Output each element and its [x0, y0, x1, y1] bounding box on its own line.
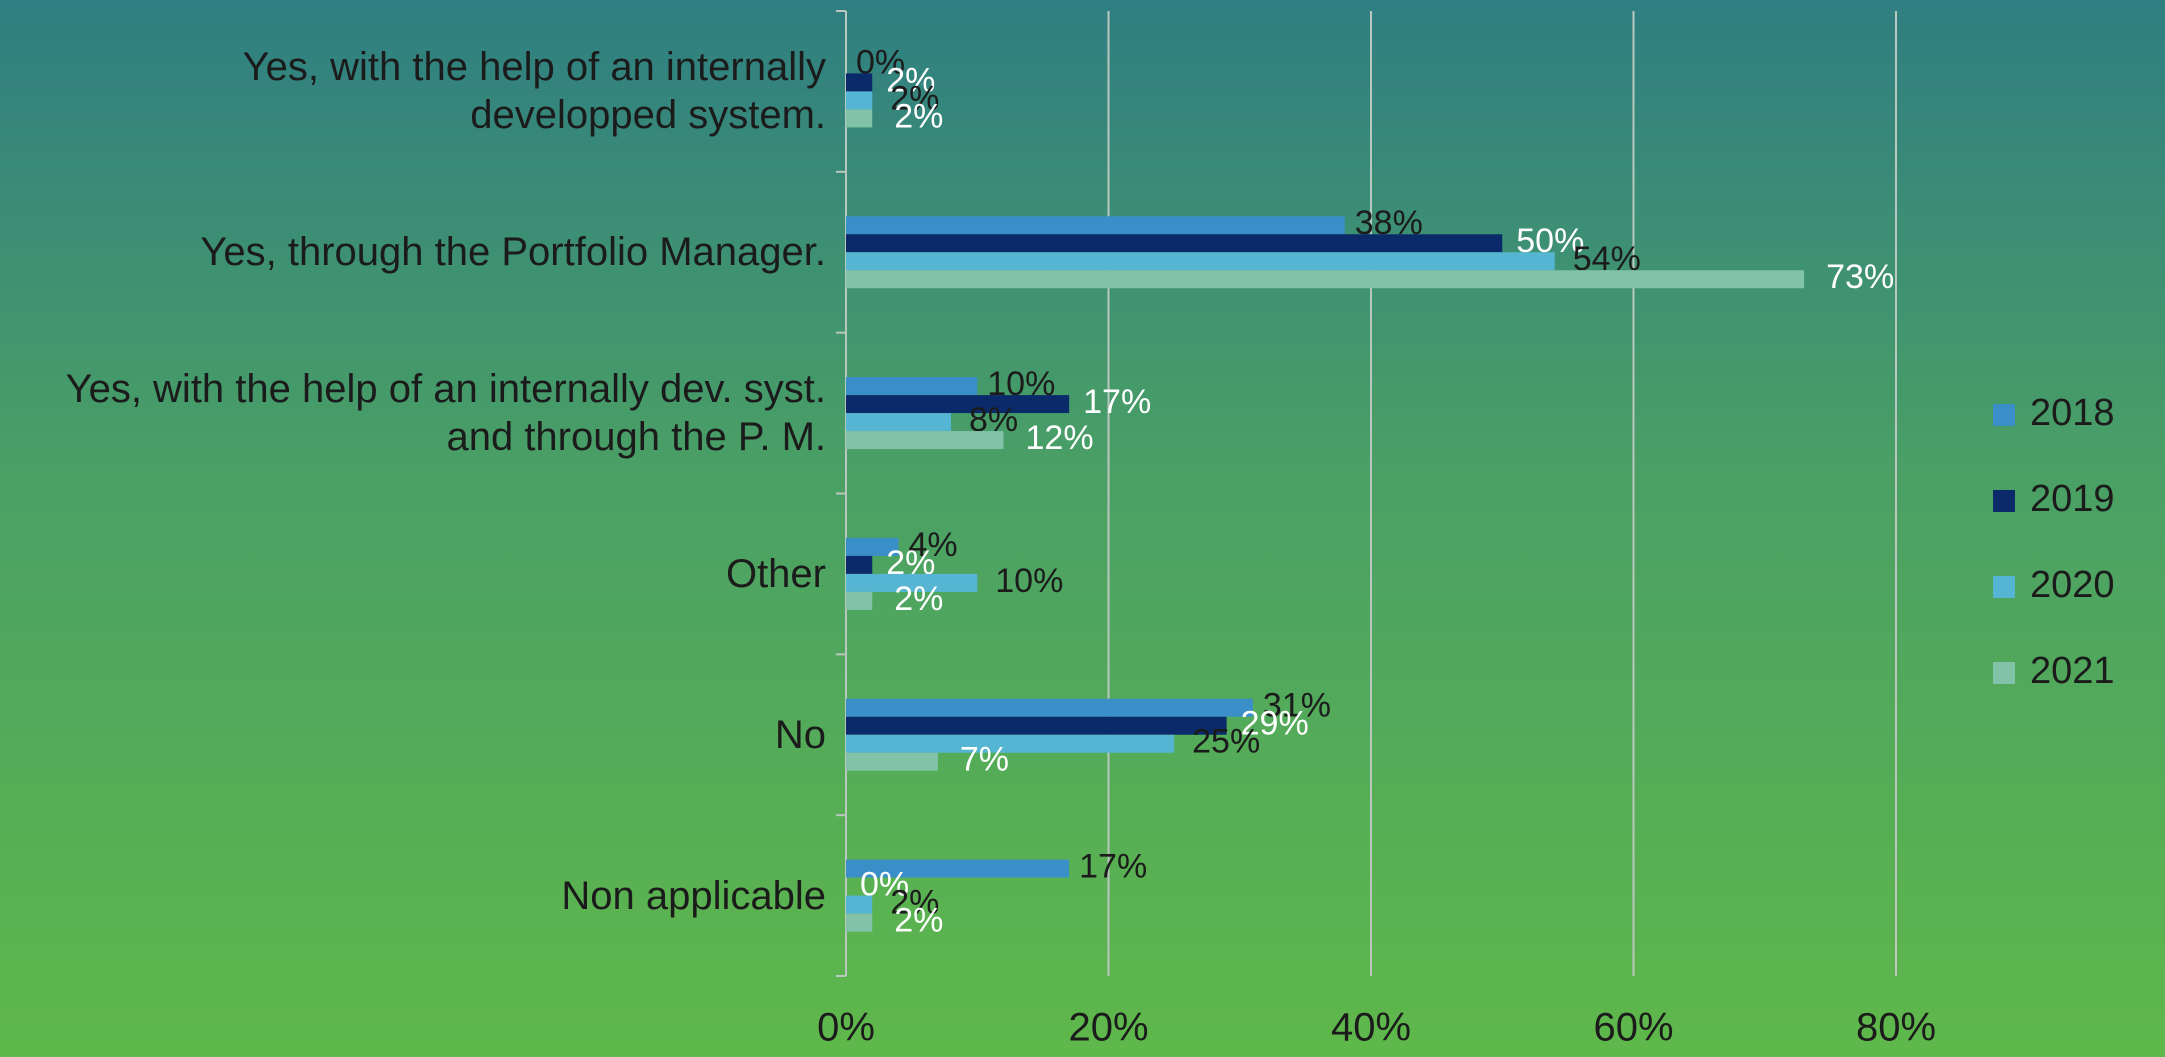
category-label: Yes, with the help of an internally dev.… — [65, 367, 826, 460]
bar — [846, 555, 873, 574]
legend-label: 2021 — [2030, 650, 2115, 692]
legend-label: 2018 — [2030, 392, 2115, 434]
bar — [846, 734, 1175, 753]
data-label: 10% — [995, 562, 1063, 600]
data-label: 12% — [1026, 419, 1094, 457]
legend-label: 2019 — [2030, 478, 2115, 520]
bar — [846, 698, 1253, 717]
category-label: No — [774, 712, 826, 757]
bar — [846, 270, 1805, 289]
bar — [846, 413, 951, 432]
data-label: 31% — [1263, 687, 1331, 725]
bar — [846, 591, 873, 610]
bar — [846, 234, 1503, 253]
legend-swatch — [1993, 490, 2015, 512]
data-label: 29% — [1241, 705, 1309, 743]
x-tick-label: 60% — [1593, 1006, 1673, 1050]
x-tick-label: 80% — [1856, 1006, 1936, 1050]
data-label: 2% — [890, 884, 939, 922]
data-label: 2% — [890, 79, 939, 117]
category-label: Other — [725, 551, 826, 596]
bar — [846, 395, 1070, 414]
legend-swatch — [1993, 662, 2015, 684]
bar — [846, 91, 873, 110]
data-label: 4% — [909, 526, 958, 564]
data-label: 17% — [1079, 848, 1147, 886]
data-label: 2% — [886, 61, 935, 99]
category-label: Yes, with the help of an internally deve… — [242, 45, 826, 138]
bar — [846, 109, 873, 128]
x-tick-label: 0% — [817, 1006, 875, 1050]
bar — [846, 895, 873, 914]
bar — [846, 216, 1345, 235]
data-label: 2% — [894, 97, 943, 135]
bar — [846, 377, 978, 396]
data-label: 2% — [894, 580, 943, 618]
data-label: 25% — [1192, 723, 1260, 761]
data-label: 7% — [960, 741, 1009, 779]
bar — [846, 431, 1004, 450]
bar — [846, 537, 899, 556]
data-label: 17% — [1083, 383, 1151, 421]
legend-swatch — [1993, 404, 2015, 426]
legend-swatch — [1993, 576, 2015, 598]
bar — [846, 752, 938, 771]
x-tick-label: 40% — [1331, 1006, 1411, 1050]
bar — [846, 716, 1227, 735]
data-label: 73% — [1826, 258, 1894, 296]
bar — [846, 859, 1070, 878]
legend-label: 2020 — [2030, 564, 2115, 606]
bar — [846, 913, 873, 932]
bar — [846, 73, 873, 92]
category-label: Yes, through the Portfolio Manager. — [200, 230, 826, 275]
data-label: 2% — [894, 902, 943, 940]
bar — [846, 573, 978, 592]
x-tick-label: 20% — [1068, 1006, 1148, 1050]
category-label: Non applicable — [561, 873, 826, 918]
bar — [846, 252, 1555, 271]
